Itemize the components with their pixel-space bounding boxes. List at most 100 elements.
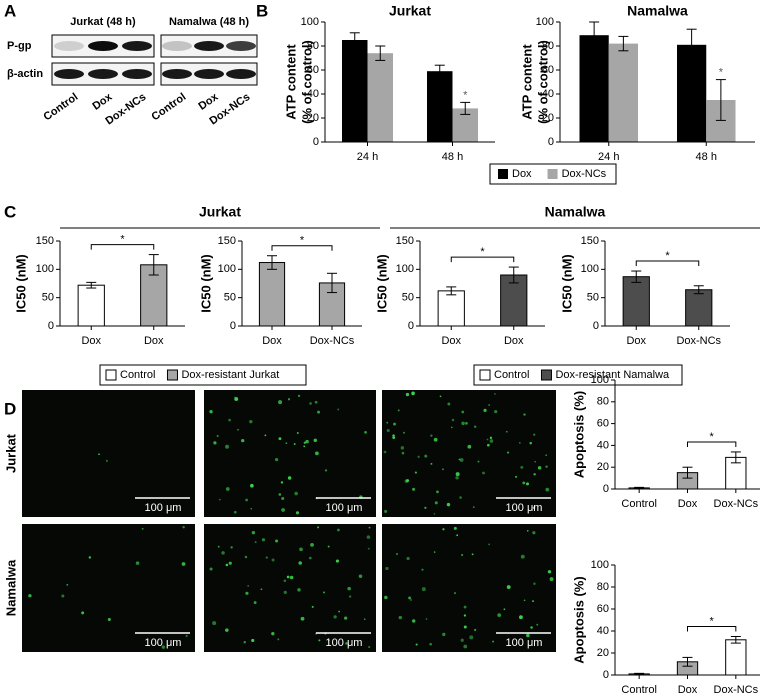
panel-label: A — [4, 1, 16, 20]
cell-dot — [366, 535, 371, 539]
cell-dot — [532, 531, 536, 535]
cell-dot — [532, 600, 534, 603]
y-tick-label: 0 — [313, 136, 319, 148]
cell-dot — [251, 530, 256, 535]
annotation: * — [463, 89, 468, 101]
cell-dot — [303, 445, 306, 448]
cell-dot — [461, 421, 465, 426]
cell-dot — [522, 481, 526, 485]
y-tick-label: 40 — [307, 88, 319, 100]
bar — [685, 289, 713, 327]
scale-bar-label: 100 μm — [506, 637, 543, 649]
y-tick-label: 100 — [396, 263, 414, 275]
bar — [342, 40, 368, 142]
cell-dot — [421, 568, 424, 571]
panel-label: B — [256, 1, 268, 20]
cell-dot — [385, 566, 389, 571]
chart-title: Namalwa — [627, 3, 688, 19]
x-tick-label: Dox — [678, 498, 698, 510]
legend-label: Control — [494, 369, 529, 381]
cell-dot — [241, 438, 245, 443]
micrograph — [22, 390, 195, 517]
cell-dot — [347, 586, 351, 591]
cell-dot — [453, 591, 457, 595]
cell-dot — [317, 526, 320, 529]
y-tick-label: 80 — [597, 396, 609, 408]
cell-dot — [383, 450, 387, 454]
x-tick-label: Dox — [504, 335, 524, 347]
cell-dot — [314, 400, 318, 404]
x-tick-label: Control — [621, 498, 656, 510]
y-axis-label: Apoptosis (%) — [571, 576, 586, 663]
cell-dot — [209, 567, 213, 571]
cell-dot — [368, 526, 371, 529]
cell-dot — [260, 588, 263, 591]
cell-dot — [323, 591, 325, 594]
scale-bar-label: 100 μm — [326, 502, 363, 514]
y-tick-label: 50 — [224, 292, 236, 304]
legend-label: Dox-resistant Namalwa — [555, 369, 670, 381]
y-axis-label: IC50 (nM) — [198, 254, 213, 313]
cell-dot — [489, 436, 493, 440]
cell-dot — [225, 444, 229, 449]
y-tick-label: 0 — [48, 320, 54, 332]
cell-dot — [474, 628, 477, 632]
y-tick-label: 20 — [597, 647, 609, 659]
y-tick-label: 100 — [301, 16, 319, 28]
cell-dot — [503, 608, 506, 611]
cell-dot — [233, 510, 237, 514]
cell-dot — [308, 556, 312, 560]
cell-dot — [98, 453, 100, 456]
micrograph — [382, 524, 556, 652]
cell-dot — [483, 408, 487, 412]
cell-dot — [274, 457, 279, 462]
cell-dot — [261, 538, 266, 542]
y-tick-label: 60 — [542, 64, 554, 76]
x-tick-label: Dox-NCs — [714, 684, 759, 693]
cell-dot — [411, 391, 415, 396]
y-tick-label: 150 — [36, 235, 54, 247]
cell-dot — [287, 476, 292, 480]
cell-dot — [384, 509, 388, 513]
scale-bar-label: 100 μm — [145, 637, 182, 649]
cell-dot — [367, 547, 370, 550]
cell-dot — [451, 418, 455, 422]
scale-bar-label: 100 μm — [326, 637, 363, 649]
cell-dot — [526, 529, 529, 532]
cell-dot — [283, 579, 287, 583]
cell-dot — [338, 610, 341, 613]
cell-dot — [455, 476, 459, 480]
cell-dot — [182, 526, 185, 529]
cell-dot — [181, 562, 186, 566]
cell-dot — [506, 451, 510, 454]
cell-dot — [459, 496, 462, 499]
y-axis-label: IC50 (nM) — [559, 254, 574, 313]
x-tick-label: Dox — [626, 335, 646, 347]
y-tick-label: 60 — [307, 64, 319, 76]
cell-dot — [532, 506, 536, 509]
y-axis-label: (% of control) — [299, 40, 314, 124]
row-label: Namalwa — [3, 559, 18, 616]
cell-dot — [406, 479, 410, 483]
cell-dot — [460, 638, 464, 642]
cell-dot — [333, 615, 337, 619]
cell-dot — [105, 459, 108, 462]
micrograph — [382, 390, 556, 517]
cell-dot — [386, 421, 389, 424]
cell-dot — [545, 487, 550, 492]
legend-label: Control — [120, 369, 155, 381]
cell-dot — [412, 619, 416, 623]
cell-dot — [549, 577, 554, 582]
legend-swatch — [479, 369, 491, 381]
cell-dot — [209, 410, 213, 414]
x-tick-label: Dox — [262, 335, 282, 347]
cell-dot — [518, 441, 521, 444]
cell-dot — [386, 428, 390, 433]
cell-dot — [344, 616, 348, 620]
cell-dot — [455, 472, 460, 477]
cell-dot — [515, 475, 518, 478]
cell-dot — [526, 482, 530, 486]
cell-dot — [414, 471, 417, 474]
cell-dot — [249, 419, 253, 424]
cell-dot — [216, 434, 219, 438]
